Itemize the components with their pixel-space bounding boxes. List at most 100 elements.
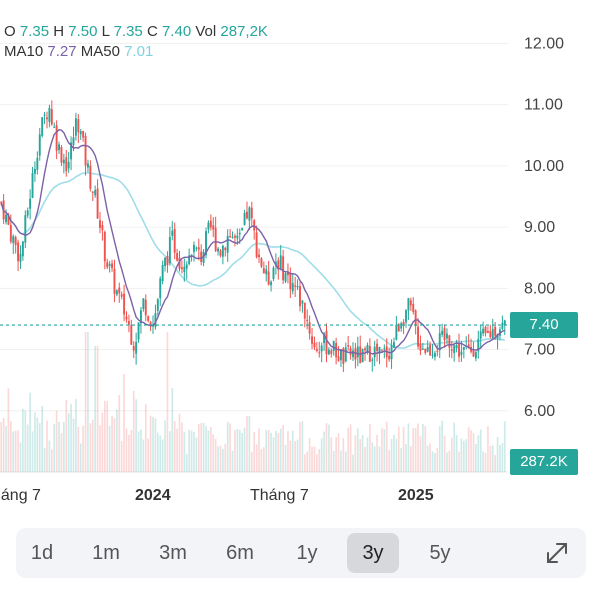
candle-body — [467, 344, 470, 348]
candle-body — [7, 214, 10, 225]
candle-body — [501, 322, 504, 329]
candle-body — [494, 326, 497, 336]
candle-body — [48, 107, 51, 122]
volume-bar — [491, 445, 494, 472]
volume-bar — [67, 413, 70, 472]
candle-body — [156, 299, 159, 311]
volume-bar — [222, 449, 224, 472]
volume-bar — [407, 423, 410, 472]
timeframe-5y[interactable]: 5y — [429, 542, 451, 564]
timeframe-3y[interactable]: 3y — [347, 533, 399, 573]
candle-body — [472, 349, 475, 357]
candle-body — [421, 348, 424, 350]
volume-bar — [72, 418, 75, 472]
volume-bar — [212, 434, 215, 472]
volume-bar — [94, 346, 97, 472]
candle-body — [448, 335, 451, 348]
candle-body — [60, 147, 63, 163]
volume-bar — [426, 445, 429, 472]
candle-body — [166, 255, 169, 266]
timeframe-3m[interactable]: 3m — [159, 542, 187, 564]
timeframe-1m[interactable]: 1m — [92, 542, 120, 564]
candle-body — [332, 340, 335, 352]
ma10-value: 7.27 — [47, 43, 77, 60]
candle-body — [453, 345, 456, 354]
volume-bar — [287, 431, 289, 472]
candle-body — [277, 260, 280, 270]
volume-bar — [248, 416, 251, 472]
candle-body — [96, 188, 99, 219]
volume-bar — [101, 412, 104, 472]
volume-bar — [325, 423, 328, 472]
candle-body — [380, 349, 383, 351]
candle-body — [243, 212, 246, 225]
volume-bar — [494, 454, 497, 472]
candle-body — [400, 323, 403, 329]
candle-body — [115, 290, 118, 295]
volume-bar — [311, 446, 313, 472]
y-tick-label: 7.00 — [524, 342, 555, 359]
timeframe-1d[interactable]: 1d — [30, 542, 54, 564]
volume-bar — [43, 447, 46, 472]
volume-bar — [369, 424, 371, 472]
volume-bar — [7, 388, 10, 472]
volume-bar — [238, 429, 241, 472]
candle-body — [409, 300, 412, 306]
volume-bar — [364, 446, 366, 472]
candle-body — [412, 304, 415, 312]
volume-bar — [82, 425, 84, 472]
volume-bar — [453, 422, 456, 472]
volume-bar — [371, 442, 374, 472]
volume-bar — [499, 444, 501, 472]
candle-body — [209, 220, 212, 228]
volume-bar — [147, 438, 150, 472]
candle-body — [286, 271, 289, 276]
volume-bar — [91, 419, 94, 472]
candle-body — [161, 264, 164, 282]
candle-body — [303, 302, 306, 319]
candle-body — [417, 326, 420, 347]
volume-bar — [183, 432, 186, 472]
volume-bar — [202, 422, 205, 472]
candle-body — [180, 267, 183, 270]
volume-bar — [241, 432, 244, 472]
candle-body — [111, 263, 114, 269]
x-tick-label: 2024 — [135, 487, 171, 504]
timeframe-1y[interactable]: 1y — [296, 542, 318, 564]
volume-bar — [87, 332, 89, 472]
candle-body — [250, 207, 253, 219]
candle-body — [214, 227, 217, 251]
volume-bar — [503, 421, 506, 472]
volume-bar — [152, 416, 154, 472]
volume-bar — [48, 440, 51, 472]
volume-bar — [24, 410, 27, 472]
volume-bar — [169, 431, 171, 472]
candle-body — [378, 347, 381, 354]
candle-body — [226, 235, 229, 253]
volume-bar — [316, 454, 318, 472]
candle-body — [17, 242, 20, 262]
volume-bar — [272, 437, 275, 472]
volume-bar — [9, 421, 12, 472]
timeframe-6m[interactable]: 6m — [226, 542, 254, 564]
ma50-value: 7.01 — [124, 43, 154, 60]
ma50-line — [0, 171, 505, 349]
candle-body — [484, 326, 487, 334]
ma10-label: MA10 — [4, 43, 44, 60]
x-tick-label: 2025 — [398, 487, 434, 504]
candle-body — [474, 352, 477, 359]
candle-body — [200, 251, 203, 263]
volume-bar — [195, 437, 198, 472]
candle-body — [373, 346, 376, 358]
volume-bar — [361, 434, 364, 472]
candlesticks — [0, 100, 506, 372]
candle-body — [407, 298, 410, 311]
candle-body — [101, 225, 104, 231]
candle-body — [86, 163, 89, 168]
expand-arrows-icon[interactable] — [542, 538, 572, 568]
candle-body — [272, 267, 275, 280]
volume-bar — [284, 444, 287, 472]
candle-body — [364, 348, 367, 351]
volume-bar — [470, 430, 472, 472]
